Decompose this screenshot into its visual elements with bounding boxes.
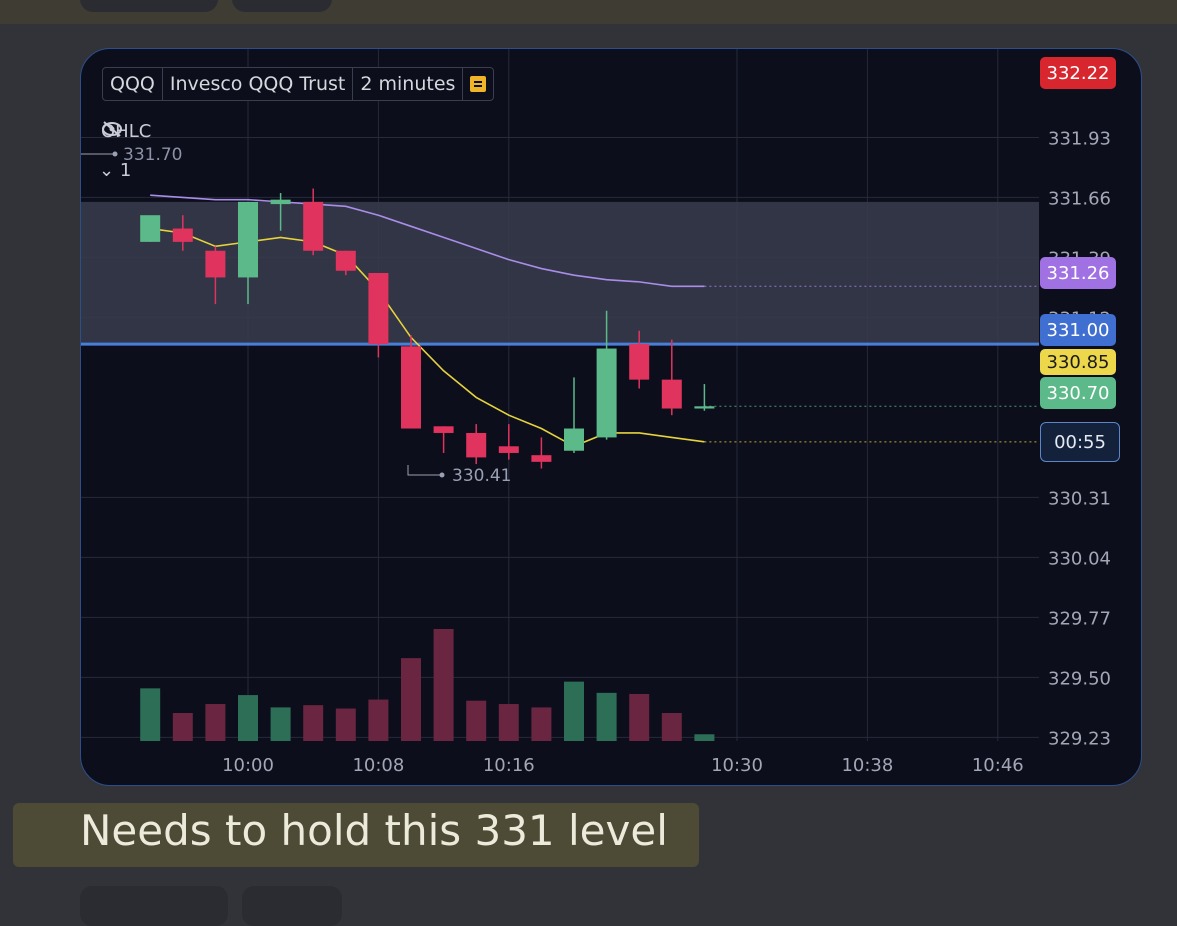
price-axis-tag: 330.70 (1040, 377, 1116, 409)
low-marker-dot (439, 472, 445, 478)
notes-icon-cell[interactable] (463, 68, 493, 100)
volume-bar (172, 713, 193, 741)
candle-body (661, 379, 682, 409)
candle-body (303, 201, 324, 251)
volume-bar (270, 707, 291, 741)
candle-body (140, 215, 161, 242)
volume-bar (629, 693, 650, 741)
candle-countdown: 00:55 (1040, 422, 1120, 462)
volume-bar (498, 704, 519, 741)
ohlc-toggle[interactable]: OHLC (101, 121, 151, 142)
candle-body (564, 428, 584, 451)
candle-body (401, 346, 421, 429)
chart-image[interactable]: 331.70330.41331.93331.66331.39331.12330.… (80, 48, 1142, 786)
notes-icon (470, 76, 487, 92)
low-marker-label: 330.41 (452, 466, 511, 486)
high-marker-label: 331.70 (123, 145, 182, 165)
message-text: Needs to hold this 331 level (80, 806, 668, 855)
volume-bar (205, 704, 226, 741)
volume-bar (694, 734, 715, 741)
candle-body (466, 432, 487, 458)
add-reaction-button[interactable] (242, 886, 342, 926)
volume-bar (368, 699, 389, 741)
y-tick-label: 331.66 (1048, 188, 1111, 209)
series-collapse-toggle[interactable]: ⌄ 1 (99, 160, 131, 181)
volume-bar (335, 708, 356, 741)
moving-average-slow (150, 194, 705, 288)
series-count: 1 (119, 160, 132, 181)
x-tick-label: 10:30 (711, 755, 763, 776)
price-axis-tag: 332.22 (1040, 57, 1116, 89)
candle-body (368, 272, 389, 345)
x-tick-label: 10:38 (841, 755, 893, 776)
ohlc-label: OHLC (101, 121, 152, 142)
price-axis-tag: 331.00 (1040, 314, 1116, 346)
x-tick-label: 10:00 (222, 755, 274, 776)
instrument-name: Invesco QQQ Trust (163, 68, 354, 100)
symbol-label: QQQ (103, 68, 163, 100)
candle-body (596, 348, 617, 438)
volume-bar (433, 629, 454, 741)
candle-body (498, 446, 519, 453)
x-tick-label: 10:16 (483, 755, 535, 776)
volume-bar (238, 695, 258, 741)
previous-message-strip (0, 0, 1177, 24)
previous-reaction-pill[interactable] (80, 0, 218, 12)
candle-body (433, 426, 454, 433)
volume-bar (564, 681, 584, 741)
volume-bar (140, 688, 161, 741)
candle-body (270, 199, 291, 205)
chevron-down-icon: ⌄ (99, 160, 115, 181)
volume-bar (303, 705, 324, 741)
candle-body (205, 250, 226, 278)
candle-body (172, 228, 193, 242)
low-marker-line (407, 465, 442, 476)
reaction-button[interactable] (80, 886, 228, 926)
y-tick-label: 329.50 (1048, 668, 1111, 689)
previous-reaction-pill[interactable] (232, 0, 332, 12)
price-axis-tag: 330.85 (1040, 349, 1116, 375)
chart-legend: QQQ Invesco QQQ Trust 2 minutes (102, 67, 495, 101)
candle-body (694, 406, 715, 409)
y-tick-label: 330.31 (1048, 488, 1111, 509)
y-tick-label: 329.77 (1048, 608, 1111, 629)
volume-bar (596, 692, 617, 741)
x-tick-label: 10:46 (972, 755, 1024, 776)
y-tick-label: 330.04 (1048, 548, 1111, 569)
candle-body (531, 455, 552, 462)
interval-label: 2 minutes (353, 68, 464, 100)
high-marker-dot (112, 151, 118, 157)
eye-off-icon (102, 121, 122, 137)
price-axis-tag: 331.26 (1040, 257, 1116, 289)
candle-body (335, 250, 356, 271)
volume-bar (661, 713, 682, 741)
y-tick-label: 331.93 (1048, 128, 1111, 149)
volume-bar (401, 658, 421, 741)
candle-body (238, 201, 258, 278)
candle-body (629, 344, 650, 380)
candlestick-chart: 331.70330.41331.93331.66331.39331.12330.… (81, 49, 1111, 776)
volume-bar (466, 700, 487, 741)
message-bubble: Needs to hold this 331 level (13, 803, 699, 867)
y-tick-label: 329.23 (1048, 728, 1111, 749)
volume-bar (531, 707, 552, 741)
x-tick-label: 10:08 (352, 755, 404, 776)
